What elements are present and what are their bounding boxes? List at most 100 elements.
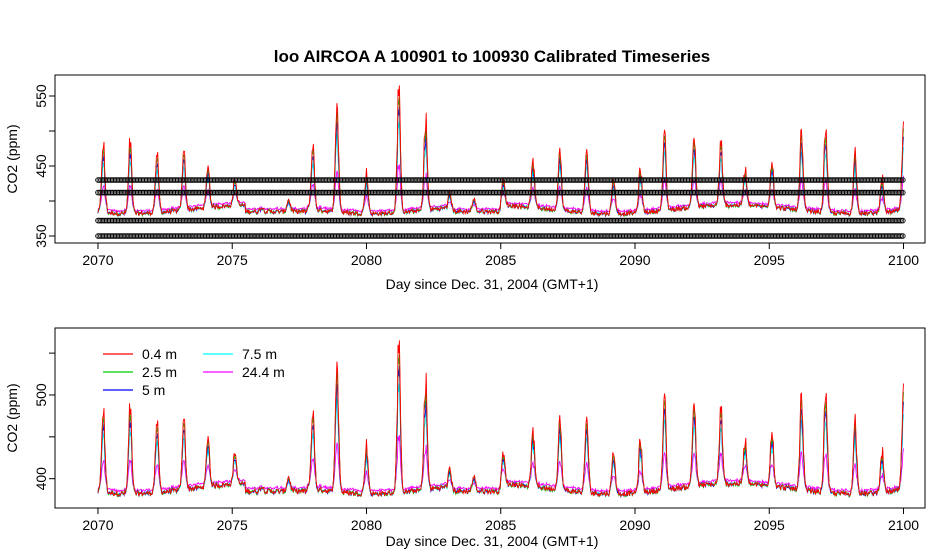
reference-marker: [493, 189, 500, 196]
reference-marker: [117, 233, 123, 239]
reference-marker: [622, 217, 628, 224]
reference-marker: [526, 217, 532, 224]
reference-marker: [672, 233, 679, 239]
reference-marker: [99, 177, 106, 183]
reference-marker: [200, 217, 206, 224]
legend-label: 0.4 m: [142, 346, 177, 362]
reference-marker: [253, 189, 259, 196]
reference-marker: [132, 189, 138, 196]
reference-marker: [513, 177, 519, 183]
reference-marker: [251, 189, 258, 196]
reference-marker: [502, 189, 509, 196]
reference-marker: [832, 233, 838, 239]
reference-marker: [130, 217, 137, 224]
reference-marker: [781, 217, 788, 224]
reference-marker: [349, 233, 355, 239]
reference-marker: [309, 177, 315, 183]
reference-marker: [877, 233, 884, 239]
reference-marker: [622, 177, 628, 183]
reference-marker: [207, 233, 214, 239]
reference-marker: [405, 233, 411, 239]
reference-marker: [770, 233, 776, 239]
reference-marker: [169, 217, 175, 224]
reference-marker: [687, 189, 693, 196]
reference-marker: [136, 189, 143, 196]
reference-marker: [349, 189, 355, 196]
reference-marker: [245, 233, 252, 239]
reference-marker: [239, 233, 246, 239]
reference-marker: [866, 189, 872, 196]
reference-marker: [508, 189, 515, 196]
reference-marker: [397, 233, 404, 239]
reference-marker: [406, 217, 413, 224]
reference-marker: [124, 177, 131, 183]
reference-marker: [557, 217, 563, 224]
reference-marker: [417, 233, 423, 239]
reference-marker: [170, 189, 177, 196]
reference-marker: [547, 233, 553, 239]
reference-marker: [335, 177, 342, 183]
reference-marker: [208, 233, 215, 239]
reference-marker: [514, 217, 521, 224]
reference-marker: [399, 217, 406, 224]
reference-marker: [176, 233, 183, 239]
reference-marker: [502, 217, 509, 224]
reference-marker: [232, 177, 239, 183]
reference-marker: [462, 233, 469, 239]
reference-marker: [451, 189, 457, 196]
reference-marker: [378, 233, 385, 239]
reference-marker: [310, 189, 317, 196]
reference-marker: [527, 233, 534, 239]
reference-marker: [411, 233, 417, 239]
reference-marker: [482, 217, 488, 224]
reference-marker: [643, 233, 649, 239]
x-tick-label: 2080: [351, 517, 382, 533]
reference-marker: [801, 177, 807, 183]
reference-marker: [609, 189, 615, 196]
reference-marker: [623, 217, 630, 224]
reference-marker: [322, 177, 329, 183]
reference-marker: [239, 217, 246, 224]
reference-marker: [736, 217, 742, 224]
reference-marker: [303, 217, 310, 224]
reference-marker: [501, 233, 507, 239]
reference-marker: [591, 217, 597, 224]
reference-marker: [897, 177, 903, 183]
reference-marker: [98, 233, 104, 239]
reference-marker: [482, 233, 488, 239]
reference-marker: [124, 189, 131, 196]
reference-marker: [316, 189, 323, 196]
reference-marker: [253, 217, 259, 224]
reference-marker: [304, 177, 311, 183]
reference-marker: [380, 217, 386, 224]
reference-marker: [214, 189, 221, 196]
reference-marker: [846, 233, 853, 239]
reference-marker: [117, 177, 123, 183]
reference-marker: [445, 233, 451, 239]
reference-marker: [111, 189, 117, 196]
reference-marker: [145, 189, 152, 196]
reference-marker: [687, 177, 693, 183]
reference-marker: [706, 233, 713, 239]
reference-marker: [399, 189, 406, 196]
reference-marker: [832, 217, 838, 224]
reference-marker: [259, 177, 265, 183]
reference-marker: [228, 177, 234, 183]
reference-marker: [641, 189, 648, 196]
reference-marker: [157, 217, 163, 224]
reference-marker: [643, 189, 649, 196]
reference-marker: [257, 233, 264, 239]
reference-marker: [151, 217, 157, 224]
reference-marker: [445, 217, 451, 224]
reference-marker: [449, 189, 456, 196]
reference-marker: [513, 217, 519, 224]
reference-marker: [576, 189, 583, 196]
reference-marker: [876, 189, 882, 196]
reference-marker: [278, 189, 284, 196]
reference-marker: [219, 217, 225, 224]
reference-marker: [164, 233, 171, 239]
reference-marker: [200, 189, 206, 196]
reference-marker: [802, 233, 809, 239]
reference-marker: [247, 177, 253, 183]
reference-marker: [418, 217, 425, 224]
